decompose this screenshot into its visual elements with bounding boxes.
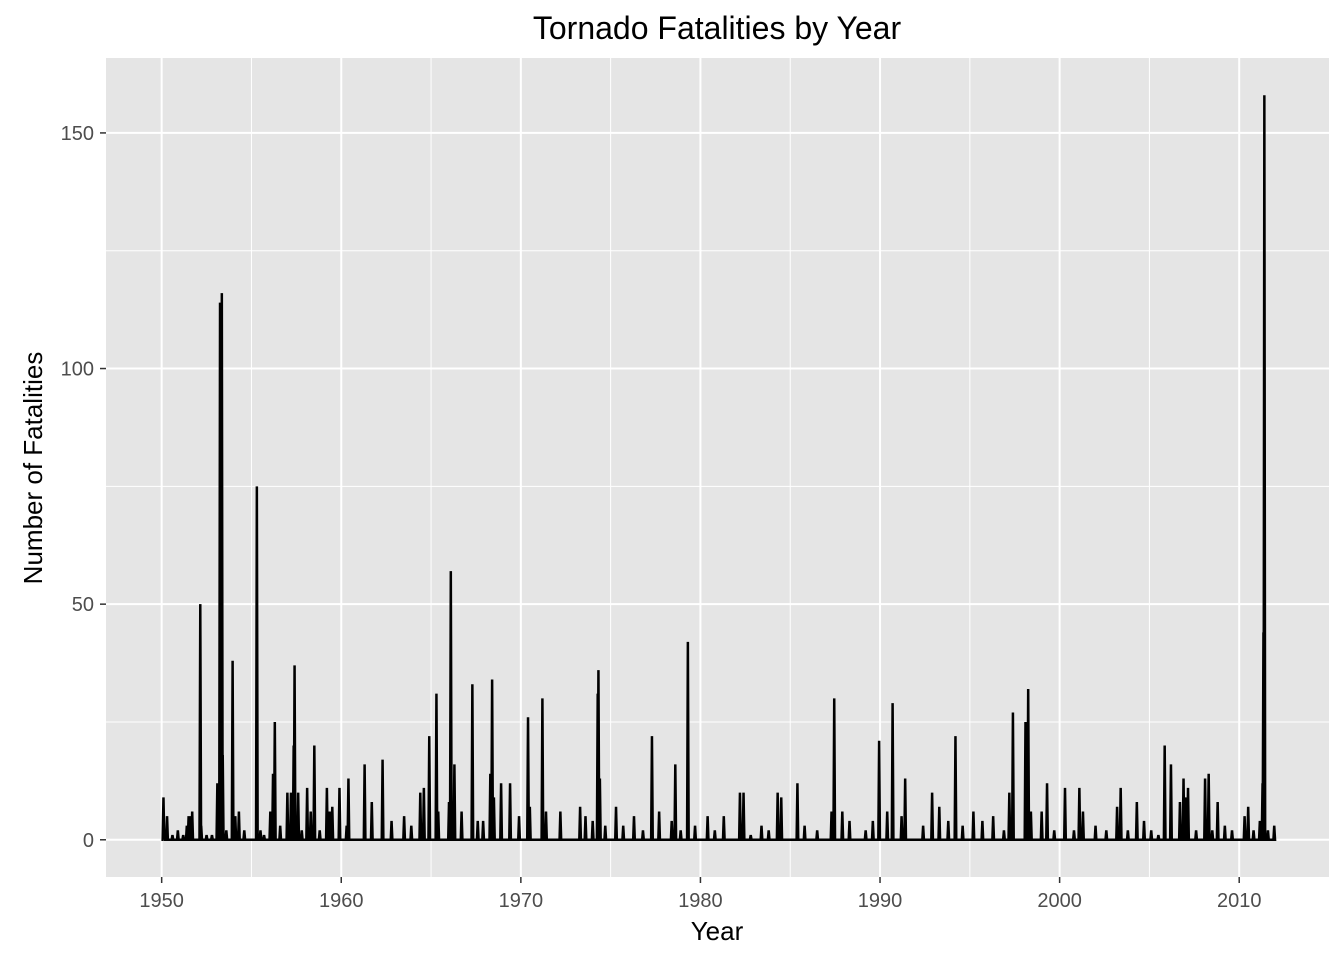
x-tick-label: 1980 [678,890,723,912]
plot-panel [106,58,1329,877]
x-tick-label: 1960 [319,890,364,912]
x-axis: 1950 1960 1970 1980 1990 2000 2010 [139,877,1261,912]
x-tick-label: 2010 [1217,890,1262,912]
grid-minor [106,58,1329,877]
y-axis-title: Number of Fatalities [18,352,48,585]
series-line [161,95,1277,842]
y-axis: 0 50 100 150 [61,123,106,852]
y-tick-label: 50 [72,594,94,616]
y-tick-label: 150 [61,123,94,145]
x-tick-label: 1970 [499,890,544,912]
x-axis-title: Year [691,916,744,946]
y-tick-label: 0 [83,830,94,852]
x-tick-label: 1950 [139,890,184,912]
x-tick-label: 2000 [1037,890,1082,912]
x-tick-label: 1990 [858,890,903,912]
chart-title: Tornado Fatalities by Year [533,10,902,46]
y-tick-label: 100 [61,359,94,381]
